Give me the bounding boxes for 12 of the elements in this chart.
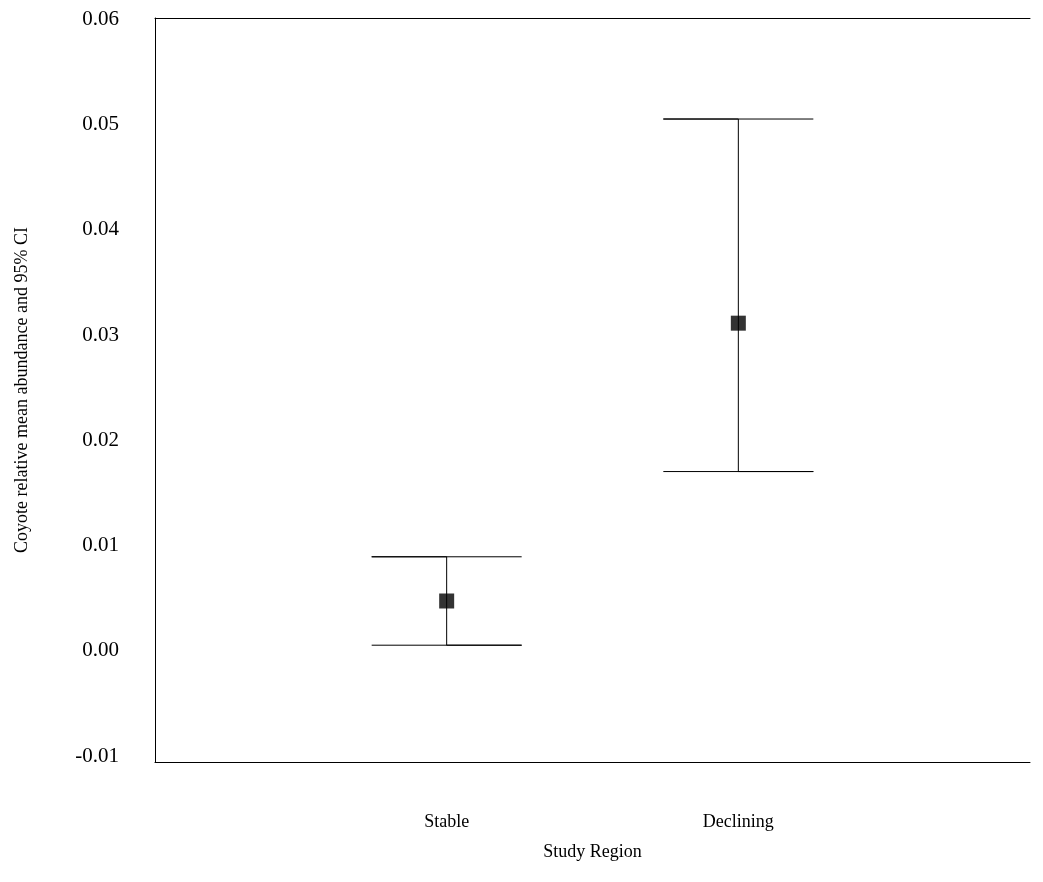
y-tick-label: 0.05 (82, 111, 119, 136)
y-tick-label: 0.03 (82, 321, 119, 346)
y-tick-label: 0.02 (82, 426, 119, 451)
y-axis-title: Coyote relative mean abundance and 95% CI (11, 227, 31, 553)
x-tick-label: Declining (702, 811, 774, 831)
y-tick-label: 0.01 (82, 532, 119, 557)
y-tick-label: 0.00 (82, 637, 119, 662)
y-tick-label: -0.01 (75, 742, 119, 767)
y-tick-label: 0.06 (82, 6, 119, 30)
y-tick-label: 0.04 (82, 216, 120, 241)
x-axis-title: Study Region (543, 841, 642, 861)
x-tick-label: Stable (424, 811, 470, 831)
